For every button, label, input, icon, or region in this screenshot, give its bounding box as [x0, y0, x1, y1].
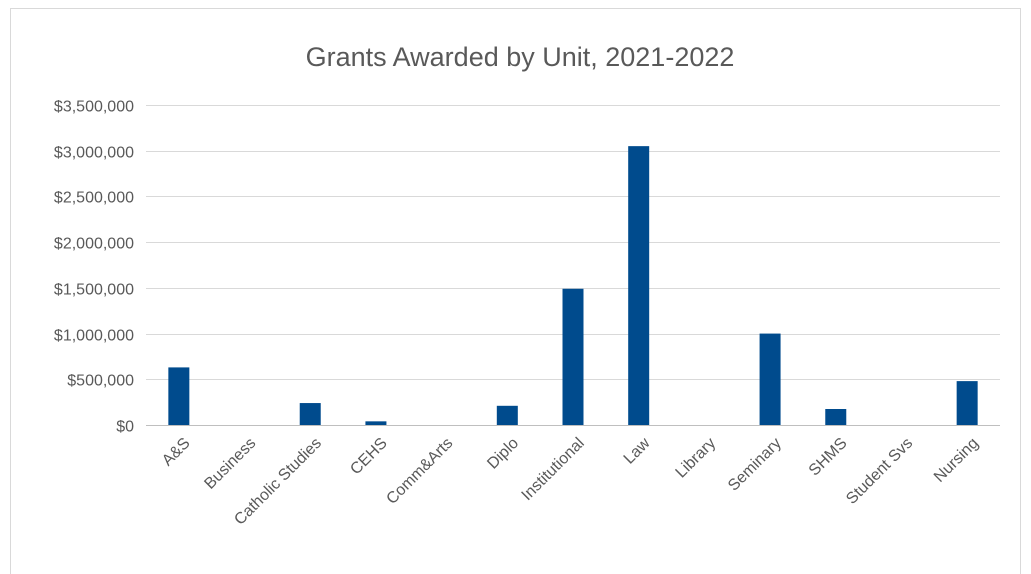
chart-frame	[10, 8, 1021, 574]
x-tick-label: Student Svs	[843, 435, 916, 508]
y-tick-label: $1,500,000	[54, 282, 134, 299]
chart-title: Grants Awarded by Unit, 2021-2022	[306, 42, 735, 72]
x-tick-label: Diplo	[484, 435, 522, 473]
x-tick-label: Law	[621, 434, 654, 467]
bar	[496, 405, 518, 425]
x-tick-label: Nursing	[931, 435, 982, 486]
y-axis-tick-labels: $0 $500,000 $1,000,000 $1,500,000 $2,000,000…	[54, 99, 134, 436]
bar	[759, 333, 781, 425]
x-tick-label: Seminary	[725, 435, 785, 495]
y-tick-label: $1,000,000	[54, 328, 134, 345]
x-tick-label: A&S	[159, 435, 194, 470]
y-tick-label: $2,000,000	[54, 236, 134, 253]
y-tick-label: $0	[116, 419, 134, 436]
bar	[562, 288, 584, 425]
bar	[168, 367, 190, 425]
bars	[168, 146, 978, 425]
bar	[956, 381, 978, 425]
y-tick-label: $2,500,000	[54, 190, 134, 207]
bar	[365, 421, 387, 425]
y-tick-label: $3,000,000	[54, 145, 134, 162]
x-tick-label: Business	[201, 435, 259, 493]
x-tick-label: Library	[673, 435, 720, 482]
x-tick-label: Institutional	[519, 435, 588, 504]
y-tick-label: $3,500,000	[54, 99, 134, 116]
bar	[299, 403, 321, 425]
bar	[628, 146, 650, 425]
x-tick-label: SHMS	[806, 435, 851, 480]
x-tick-label: Comm&Arts	[383, 435, 456, 508]
y-tick-label: $500,000	[67, 373, 134, 390]
x-tick-label: CEHS	[347, 435, 390, 478]
bar	[825, 409, 847, 425]
